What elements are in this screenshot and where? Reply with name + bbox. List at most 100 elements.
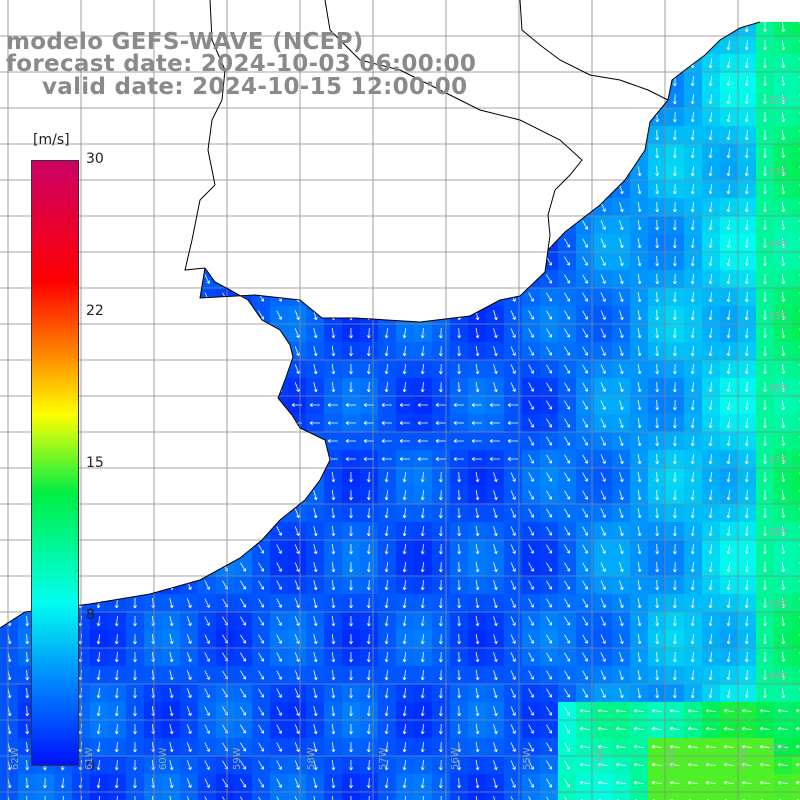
wave-cell: [162, 288, 180, 306]
wave-cell: [144, 306, 162, 324]
wave-cell: [0, 252, 18, 270]
wave-arrow: [133, 777, 137, 789]
wave-cell: [432, 126, 450, 144]
wave-cell: [234, 396, 252, 414]
wave-arrow: [420, 543, 425, 555]
wave-cell: [0, 558, 18, 576]
wave-arrow: [708, 615, 713, 627]
wave-arrow: [438, 129, 443, 141]
wave-arrow: [582, 256, 588, 266]
wave-arrow: [619, 148, 624, 159]
wave-arrow: [510, 40, 516, 50]
wave-arrow: [93, 439, 104, 443]
wave-arrow: [475, 58, 480, 69]
wave-arrow: [744, 309, 749, 321]
wave-arrow: [133, 705, 137, 717]
wave-arrow: [744, 345, 749, 357]
wave-arrow: [96, 777, 101, 789]
wave-arrow: [96, 615, 101, 627]
wave-cell: [540, 72, 558, 90]
wave-cell: [180, 486, 198, 504]
wave-arrow: [619, 166, 624, 177]
wave-arrow: [651, 744, 663, 749]
wave-arrow: [96, 183, 101, 195]
wave-arrow: [582, 310, 588, 320]
wave-arrow: [457, 777, 462, 789]
wave-arrow: [147, 403, 158, 407]
wave-arrow: [763, 381, 767, 393]
wave-arrow: [363, 457, 374, 461]
wave-cell: [468, 180, 486, 198]
wave-cell: [306, 108, 324, 126]
wave-arrow: [438, 723, 443, 735]
wave-cell: [306, 0, 324, 18]
wave-arrow: [96, 795, 101, 800]
wave-cell: [234, 432, 252, 450]
wave-arrow: [687, 708, 699, 713]
wave-cell: [450, 198, 468, 216]
lat-label: 39S: [768, 599, 788, 610]
wave-cell: [432, 108, 450, 126]
wave-arrow: [741, 780, 753, 785]
wave-arrow: [744, 615, 749, 627]
wave-arrow: [637, 688, 642, 699]
wave-cell: [144, 468, 162, 486]
wave-arrow: [457, 219, 462, 231]
wave-arrow: [114, 507, 119, 519]
wave-arrow: [582, 634, 588, 644]
wave-arrow: [186, 652, 192, 663]
wave-cell: [288, 180, 306, 198]
wave-cell: [36, 108, 54, 126]
wave-cell: [0, 486, 18, 504]
wave-arrow: [276, 688, 282, 698]
wave-cell: [198, 360, 216, 378]
wave-arrow: [726, 435, 731, 447]
wave-cell: [630, 36, 648, 54]
wave-cell: [792, 486, 800, 504]
wave-cell: [324, 198, 342, 216]
wave-cell: [378, 108, 396, 126]
wave-arrow: [781, 399, 786, 411]
wave-arrow: [240, 724, 247, 734]
wave-arrow: [255, 439, 266, 443]
wave-cell: [180, 540, 198, 558]
wave-arrow: [726, 561, 731, 573]
wave-arrow: [96, 471, 101, 483]
wave-arrow: [489, 421, 500, 425]
wave-arrow: [366, 219, 371, 231]
wave-arrow: [438, 759, 443, 771]
wave-arrow: [457, 381, 462, 393]
wave-arrow: [309, 439, 320, 443]
wave-arrow: [399, 421, 410, 425]
wave-arrow: [564, 580, 571, 590]
wave-arrow: [420, 579, 425, 591]
wave-cell: [540, 198, 558, 216]
wave-cell: [180, 198, 198, 216]
wave-arrow: [258, 526, 265, 536]
wave-arrow: [564, 652, 571, 662]
wave-arrow: [25, 345, 30, 357]
wave-cell: [198, 252, 216, 270]
wave-arrow: [601, 4, 606, 13]
wave-arrow: [511, 4, 515, 13]
wave-arrow: [600, 490, 606, 500]
wave-cell: [702, 22, 720, 36]
wave-arrow: [493, 562, 498, 573]
wave-arrow: [276, 634, 282, 644]
wave-arrow: [258, 580, 265, 590]
wave-arrow: [204, 472, 210, 482]
wave-arrow: [438, 525, 443, 537]
wave-arrow: [42, 147, 47, 159]
wave-cell: [216, 792, 234, 800]
wave-arrow: [672, 417, 677, 429]
wave-arrow: [240, 760, 247, 770]
lon-label: 56W: [450, 747, 461, 770]
wave-arrow: [384, 759, 389, 771]
wave-arrow: [349, 183, 353, 195]
wave-arrow: [402, 507, 407, 519]
wave-cell: [486, 162, 504, 180]
wave-arrow: [600, 166, 606, 176]
wave-cell: [360, 180, 378, 198]
wave-arrow: [528, 454, 534, 464]
wave-arrow: [493, 688, 498, 699]
